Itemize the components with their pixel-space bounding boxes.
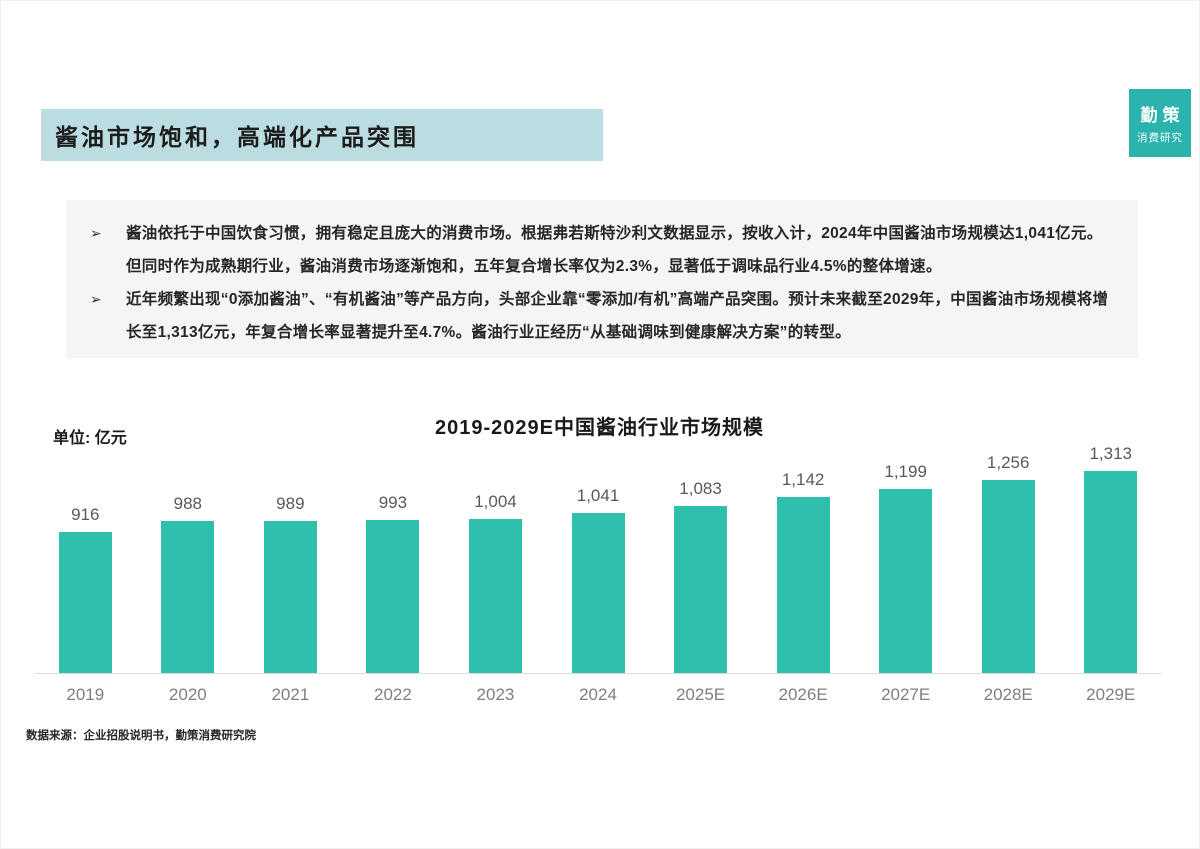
bar (879, 489, 933, 673)
bar-value-label: 916 (71, 505, 100, 524)
bar (263, 521, 317, 673)
x-axis-label: 2024 (579, 685, 617, 704)
bar (58, 532, 112, 673)
x-axis-label: 2029E (1086, 685, 1136, 704)
x-axis-label: 2026E (778, 685, 828, 704)
bar-value-label: 1,256 (986, 453, 1030, 472)
bar-value-label: 1,142 (781, 470, 825, 489)
bar-column: 1,083 (649, 479, 752, 673)
bar-value-label: 988 (173, 494, 202, 513)
x-axis-label: 2028E (983, 685, 1033, 704)
bar-value-label: 1,199 (884, 462, 927, 481)
bar-column: 989 (239, 494, 342, 673)
bar (468, 519, 522, 673)
bar (981, 480, 1035, 673)
page-title: 酱油市场饱和，高端化产品突围 (55, 124, 419, 150)
x-axis-label: 2025E (675, 685, 726, 704)
bullet-text: 近年频繁出现“0添加酱油”、“有机酱油”等产品方向，头部企业靠“零添加/有机”高… (126, 291, 1109, 341)
bullet-arrow-icon: ➢ (90, 225, 102, 241)
bar-column: 916 (34, 505, 137, 673)
bullet-item: ➢ 近年频繁出现“0添加酱油”、“有机酱油”等产品方向，头部企业靠“零添加/有机… (90, 283, 1112, 349)
bar (161, 521, 215, 673)
bullet-arrow-icon: ➢ (90, 291, 102, 307)
bar-value-label: 1,041 (576, 486, 620, 505)
bullet-item: ➢ 酱油依托于中国饮食习惯，拥有稳定且庞大的消费市场。根据弗若斯特沙利文数据显示… (90, 217, 1112, 283)
summary-box: ➢ 酱油依托于中国饮食习惯，拥有稳定且庞大的消费市场。根据弗若斯特沙利文数据显示… (66, 200, 1138, 358)
bar-column: 1,199 (854, 462, 957, 673)
bar-column: 1,041 (547, 486, 650, 673)
bar-column: 1,256 (957, 453, 1060, 673)
brand-logo-name: 勤策 (1140, 106, 1185, 125)
bar-column: 993 (342, 493, 445, 673)
data-source-note: 数据来源：企业招股说明书，勤策消费研究院 (26, 730, 256, 742)
bar-value-label: 1,313 (1089, 444, 1133, 463)
brand-logo-subtitle: 消费研究 (1137, 132, 1183, 144)
bar-value-label: 1,004 (474, 492, 517, 511)
bar (1084, 471, 1138, 673)
bar-column: 988 (137, 494, 240, 673)
bar (674, 506, 728, 673)
bar-chart-plot-area: 916 988 989 993 1,004 1,041 1,083 1,142 1,199 1,2… (34, 441, 1162, 673)
bar-column: 1,004 (444, 492, 547, 673)
bar-value-label: 993 (378, 493, 408, 512)
x-axis-label: 2019 (66, 685, 105, 704)
bar-column: 1,313 (1059, 444, 1162, 673)
x-axis-label: 2021 (271, 685, 310, 704)
x-axis: 2019 2020 2021 2022 2023 2024 2025E 2026E 2027E 2… (34, 673, 1162, 705)
x-axis-label: 2027E (881, 685, 931, 704)
bullet-text: 酱油依托于中国饮食习惯，拥有稳定且庞大的消费市场。根据弗若斯特沙利文数据显示，按… (126, 225, 1103, 275)
brand-logo: 勤策 消费研究 (1129, 89, 1191, 157)
bar-value-label: 989 (276, 494, 305, 513)
bar-column: 1,142 (752, 470, 855, 673)
x-axis-label: 2023 (476, 685, 515, 704)
bar-value-label: 1,083 (679, 479, 722, 498)
x-axis-label: 2020 (168, 685, 207, 704)
chart-title: 2019-2029E中国酱油行业市场规模 (435, 417, 764, 439)
bar (776, 497, 830, 673)
x-axis-label: 2022 (374, 685, 412, 704)
chart-unit-label: 单位: 亿元 (53, 430, 127, 447)
bar (571, 513, 625, 673)
bar (366, 520, 420, 673)
slide-title-bar: 酱油市场饱和，高端化产品突围 (41, 109, 603, 161)
